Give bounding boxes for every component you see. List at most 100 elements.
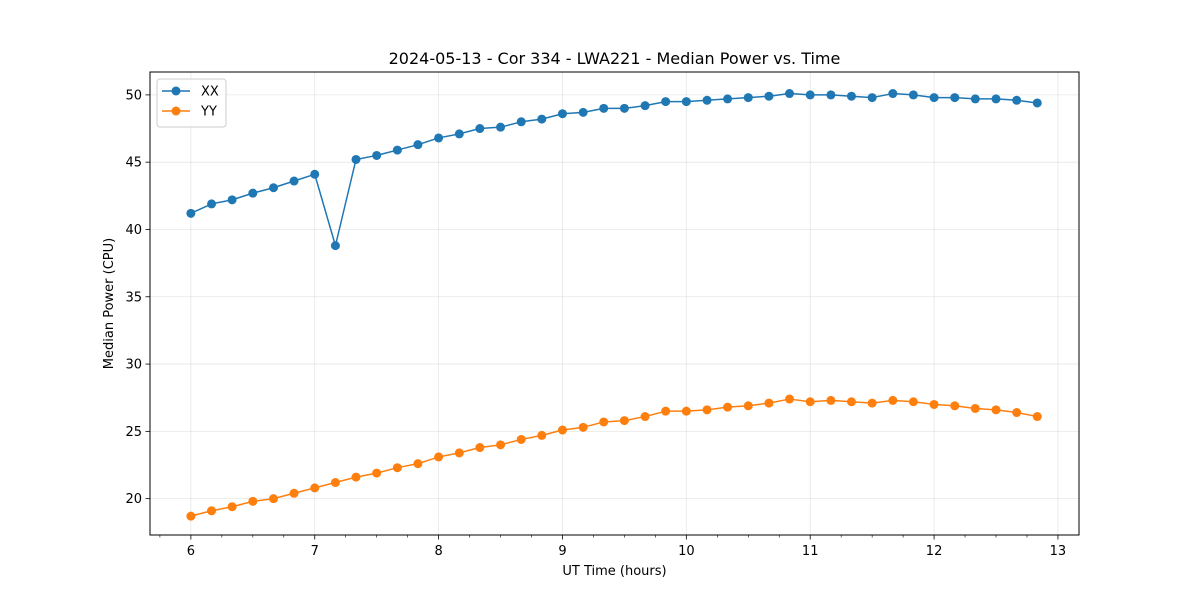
data-point-xx — [330, 241, 340, 251]
data-point-xx — [557, 109, 567, 119]
data-point-xx — [661, 97, 671, 107]
data-point-xx — [950, 93, 960, 103]
x-tick-label: 7 — [311, 544, 319, 559]
y-tick-label: 40 — [125, 223, 142, 238]
data-point-yy — [268, 494, 278, 504]
data-point-yy — [496, 440, 506, 450]
data-point-xx — [619, 103, 629, 113]
series-xx — [186, 89, 1042, 251]
data-point-yy — [681, 406, 691, 416]
data-point-yy — [702, 405, 712, 415]
data-point-xx — [1012, 95, 1022, 105]
data-point-yy — [599, 417, 609, 427]
x-tick-label: 6 — [187, 544, 195, 559]
y-tick-label: 35 — [125, 290, 142, 305]
x-tick-label: 12 — [926, 544, 943, 559]
data-point-xx — [681, 97, 691, 107]
data-point-xx — [475, 124, 485, 134]
data-point-yy — [970, 403, 980, 413]
data-point-yy — [537, 430, 547, 440]
data-point-xx — [702, 95, 712, 105]
data-point-yy — [867, 398, 877, 408]
data-point-xx — [785, 89, 795, 99]
data-point-xx — [454, 129, 464, 139]
data-point-yy — [207, 506, 217, 516]
data-point-yy — [289, 488, 299, 498]
data-point-yy — [805, 397, 815, 407]
data-point-yy — [227, 502, 237, 512]
axes: 6 7 8 9 10 11 12 13 20 25 30 35 40 45 50 — [125, 88, 1066, 559]
y-tick-label: 25 — [125, 425, 142, 440]
x-tick-label: 11 — [802, 544, 819, 559]
x-tick-label: 8 — [434, 544, 442, 559]
data-point-yy — [392, 463, 402, 473]
data-point-xx — [888, 89, 898, 99]
x-tick-label: 10 — [678, 544, 695, 559]
data-point-xx — [908, 90, 918, 100]
y-tick-label: 45 — [125, 156, 142, 171]
grid — [150, 72, 1079, 535]
data-point-xx — [867, 93, 877, 103]
data-point-xx — [413, 140, 423, 150]
data-point-xx — [805, 90, 815, 100]
data-point-yy — [248, 496, 258, 506]
legend-label-yy: YY — [200, 105, 217, 120]
data-point-yy — [640, 412, 650, 422]
data-point-xx — [929, 93, 939, 103]
data-point-xx — [372, 150, 382, 160]
legend: XX YY — [156, 78, 227, 128]
y-axis-label: Median Power (CPU) — [102, 238, 117, 369]
data-point-xx — [516, 117, 526, 127]
data-point-yy — [929, 399, 939, 409]
data-point-xx — [743, 93, 753, 103]
legend-marker-xx — [171, 86, 181, 96]
data-point-yy — [475, 443, 485, 453]
data-point-xx — [496, 122, 506, 132]
data-point-yy — [785, 394, 795, 404]
y-tick-label: 20 — [125, 492, 142, 507]
data-point-yy — [351, 472, 361, 482]
data-point-xx — [351, 154, 361, 164]
data-point-yy — [991, 405, 1001, 415]
data-point-xx — [1032, 98, 1042, 108]
data-point-yy — [950, 401, 960, 411]
data-point-xx — [764, 91, 774, 101]
data-point-xx — [599, 103, 609, 113]
data-point-yy — [764, 398, 774, 408]
x-axis-label: UT Time (hours) — [562, 564, 666, 579]
data-point-yy — [330, 478, 340, 488]
plot-frame — [149, 71, 1080, 536]
y-tick-label: 50 — [125, 88, 142, 103]
data-point-xx — [392, 145, 402, 155]
x-tick-label: 13 — [1050, 544, 1067, 559]
data-point-yy — [661, 406, 671, 416]
data-point-yy — [846, 397, 856, 407]
x-tick-label: 9 — [558, 544, 566, 559]
legend-label-xx: XX — [201, 85, 219, 100]
data-point-xx — [826, 90, 836, 100]
data-point-xx — [991, 94, 1001, 104]
data-point-xx — [310, 169, 320, 179]
data-point-xx — [434, 133, 444, 143]
data-point-yy — [186, 511, 196, 521]
y-tick-label: 30 — [125, 358, 142, 373]
data-point-yy — [413, 459, 423, 469]
series-layer — [186, 89, 1042, 521]
data-point-yy — [1012, 408, 1022, 418]
data-point-xx — [248, 188, 258, 198]
data-point-xx — [578, 107, 588, 117]
data-point-xx — [289, 176, 299, 186]
data-point-yy — [516, 434, 526, 444]
data-point-xx — [537, 114, 547, 124]
chart-title: 2024-05-13 - Cor 334 - LWA221 - Median P… — [389, 49, 841, 68]
data-point-yy — [826, 395, 836, 405]
data-point-yy — [454, 448, 464, 458]
data-point-yy — [434, 452, 444, 462]
legend-marker-yy — [171, 106, 181, 116]
data-point-xx — [186, 208, 196, 218]
series-yy — [186, 394, 1042, 521]
data-point-yy — [372, 468, 382, 478]
data-point-xx — [268, 183, 278, 193]
data-point-xx — [640, 101, 650, 111]
